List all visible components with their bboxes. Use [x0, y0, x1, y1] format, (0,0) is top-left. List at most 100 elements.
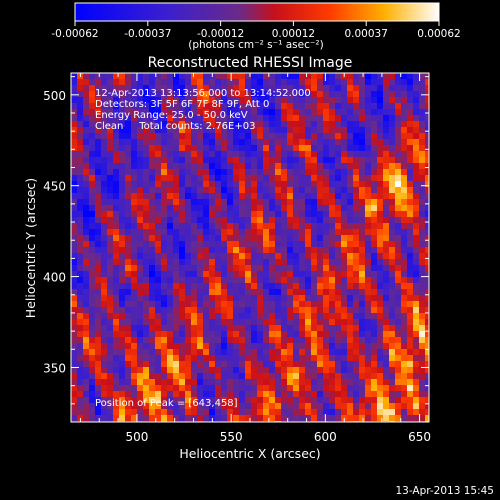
- heatmap-cell: [107, 157, 114, 164]
- heatmap-cell: [95, 145, 102, 152]
- heatmap-cell: [179, 223, 186, 230]
- heatmap-cell: [125, 109, 132, 116]
- heatmap-cell: [269, 145, 276, 152]
- heatmap-cell: [185, 385, 192, 392]
- heatmap-cell: [395, 409, 402, 416]
- heatmap-cell: [365, 391, 372, 398]
- heatmap-cell: [257, 109, 264, 116]
- heatmap-cell: [335, 247, 342, 254]
- heatmap-cell: [395, 415, 402, 422]
- heatmap-cell: [131, 151, 138, 158]
- heatmap-cell: [311, 223, 318, 230]
- heatmap-cell: [389, 403, 396, 410]
- heatmap-cell: [83, 73, 90, 80]
- heatmap-cell: [167, 199, 174, 206]
- heatmap-cell: [71, 319, 78, 326]
- heatmap-cell: [95, 79, 102, 86]
- heatmap-cell: [407, 403, 414, 410]
- heatmap-cell: [311, 337, 318, 344]
- heatmap-cell: [89, 241, 96, 248]
- heatmap-cell: [221, 85, 228, 92]
- heatmap-cell: [137, 85, 144, 92]
- heatmap-cell: [281, 109, 288, 116]
- heatmap-cell: [317, 241, 324, 248]
- heatmap-cell: [221, 223, 228, 230]
- heatmap-cell: [245, 127, 252, 134]
- heatmap-cell: [365, 175, 372, 182]
- heatmap-cell: [335, 301, 342, 308]
- heatmap-cell: [299, 271, 306, 278]
- heatmap-cell: [341, 103, 348, 110]
- heatmap-cell: [365, 325, 372, 332]
- heatmap-cell: [221, 229, 228, 236]
- heatmap-cell: [71, 145, 78, 152]
- heatmap-cell: [329, 157, 336, 164]
- heatmap-cell: [101, 133, 108, 140]
- heatmap-cell: [227, 181, 234, 188]
- heatmap-cell: [77, 397, 84, 404]
- heatmap-cell: [305, 151, 312, 158]
- heatmap-cell: [413, 157, 420, 164]
- heatmap-cell: [419, 73, 426, 80]
- heatmap-cell: [143, 295, 150, 302]
- heatmap-cell: [89, 235, 96, 242]
- heatmap-cell: [305, 385, 312, 392]
- heatmap-cell: [365, 157, 372, 164]
- heatmap-cell: [131, 313, 138, 320]
- heatmap-cell: [419, 79, 426, 86]
- heatmap-cell: [263, 145, 270, 152]
- heatmap-cell: [347, 121, 354, 128]
- heatmap-cell: [131, 133, 138, 140]
- heatmap-cell: [401, 109, 408, 116]
- heatmap-cell: [347, 205, 354, 212]
- heatmap-cell: [413, 283, 420, 290]
- annotation-clean-counts: Clean Total counts: 2.76E+03: [95, 121, 255, 132]
- heatmap-cell: [341, 403, 348, 410]
- heatmap-cell: [413, 97, 420, 104]
- heatmap-cell: [185, 139, 192, 146]
- heatmap-cell: [263, 121, 270, 128]
- heatmap-cell: [95, 217, 102, 224]
- heatmap-cell: [251, 385, 258, 392]
- heatmap-cell: [209, 259, 216, 266]
- heatmap-cell: [305, 379, 312, 386]
- heatmap-cell: [359, 145, 366, 152]
- heatmap-cell: [221, 415, 228, 422]
- heatmap-cell: [305, 391, 312, 398]
- heatmap-cell: [419, 247, 426, 254]
- heatmap-cell: [107, 289, 114, 296]
- heatmap-cell: [329, 349, 336, 356]
- heatmap-cell: [311, 379, 318, 386]
- heatmap-cell: [425, 301, 429, 308]
- heatmap-cell: [317, 211, 324, 218]
- heatmap-cell: [413, 115, 420, 122]
- heatmap-cell: [113, 91, 120, 98]
- heatmap-cell: [287, 235, 294, 242]
- heatmap-cell: [203, 403, 210, 410]
- heatmap-cell: [245, 211, 252, 218]
- heatmap-cell: [191, 139, 198, 146]
- heatmap-cell: [131, 229, 138, 236]
- heatmap-cell: [377, 337, 384, 344]
- heatmap-cell: [425, 247, 429, 254]
- heatmap-cell: [161, 157, 168, 164]
- heatmap-cell: [89, 91, 96, 98]
- heatmap-cell: [173, 367, 180, 374]
- heatmap-cell: [119, 187, 126, 194]
- heatmap-cell: [371, 163, 378, 170]
- heatmap-cell: [245, 205, 252, 212]
- heatmap-cell: [401, 103, 408, 110]
- heatmap-cell: [317, 235, 324, 242]
- heatmap-cell: [311, 313, 318, 320]
- heatmap-cell: [335, 403, 342, 410]
- heatmap-cell: [425, 385, 429, 392]
- heatmap-cell: [335, 139, 342, 146]
- heatmap-cell: [371, 103, 378, 110]
- heatmap-cell: [233, 409, 240, 416]
- heatmap-cell: [227, 295, 234, 302]
- heatmap-cell: [233, 133, 240, 140]
- heatmap-cell: [287, 415, 294, 422]
- heatmap-cell: [395, 247, 402, 254]
- heatmap-cell: [107, 103, 114, 110]
- heatmap-cell: [329, 85, 336, 92]
